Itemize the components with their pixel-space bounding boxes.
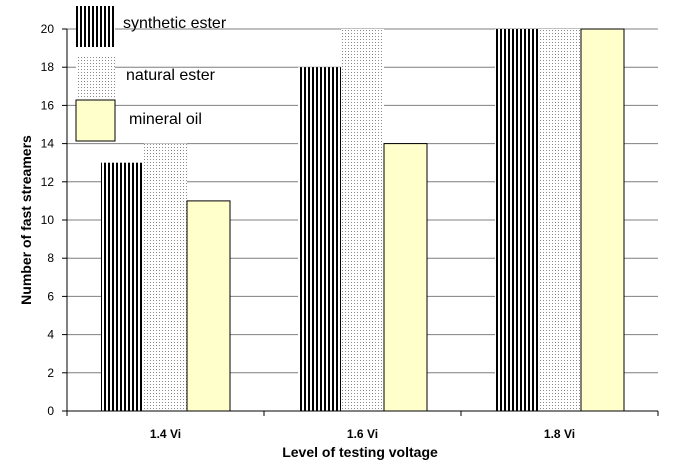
axes — [66, 29, 658, 412]
bar-synthetic-ester-2 — [495, 29, 538, 411]
y-tick-label: 8 — [47, 251, 54, 265]
y-tick-label: 0 — [47, 404, 54, 418]
y-tick-label: 2 — [47, 366, 54, 380]
y-tick-label: 6 — [47, 289, 54, 303]
bars — [101, 28, 625, 412]
y-axis-title: Number of fast streamers — [18, 135, 34, 305]
x-axis-categories: 1.4 Vi 1.6 Vi 1.8 Vi — [66, 411, 659, 441]
y-tick-label: 12 — [41, 175, 55, 189]
y-tick-label: 14 — [41, 137, 55, 151]
bar-natural-ester-0 — [144, 143, 187, 411]
bar-mineral-oil-2 — [580, 28, 625, 412]
y-axis-ticks: 0 2 4 6 8 10 12 14 16 18 20 — [41, 22, 67, 418]
bar-natural-ester-1 — [341, 29, 384, 411]
x-category-label: 1.8 Vi — [544, 427, 575, 441]
legend-label: synthetic ester — [123, 15, 227, 32]
x-category-label: 1.6 Vi — [347, 427, 378, 441]
bar-synthetic-ester-0 — [101, 162, 144, 411]
legend-swatch-synthetic-ester — [76, 6, 115, 47]
y-tick-label: 16 — [41, 98, 55, 112]
bar-mineral-oil-0 — [186, 200, 231, 412]
x-axis-title: Level of testing voltage — [282, 444, 438, 460]
y-tick-label: 10 — [41, 213, 55, 227]
legend-label: mineral oil — [129, 111, 202, 128]
legend: synthetic ester natural ester mineral oil — [75, 6, 227, 142]
y-tick-label: 20 — [41, 22, 55, 36]
bar-synthetic-ester-1 — [298, 67, 341, 411]
y-tick-label: 4 — [47, 328, 54, 342]
bar-natural-ester-2 — [538, 29, 581, 411]
legend-swatch-mineral-oil — [75, 99, 116, 142]
y-tick-label: 18 — [41, 60, 55, 74]
bar-mineral-oil-1 — [383, 143, 428, 412]
legend-label: natural ester — [126, 67, 216, 84]
x-category-label: 1.4 Vi — [150, 427, 181, 441]
legend-swatch-natural-ester — [76, 56, 115, 97]
